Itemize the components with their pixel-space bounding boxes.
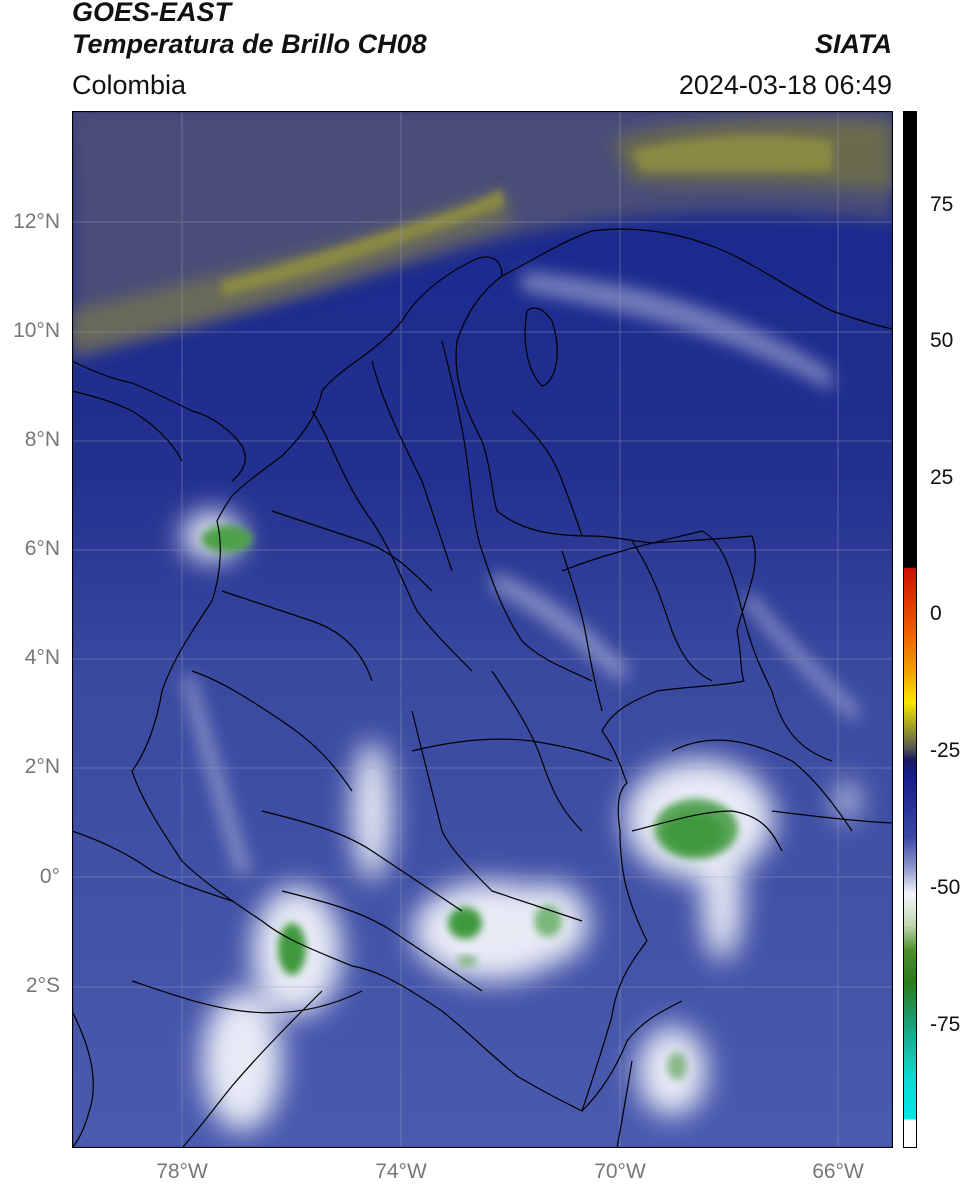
colorbar-tick-label: 50 (930, 329, 954, 352)
lat-tick-label: 10°N (13, 319, 60, 342)
map-frame (72, 111, 893, 1148)
lat-tick-label: 2°N (24, 755, 60, 778)
satellite-title: GOES-EAST (72, 0, 232, 27)
coastlines-borders (72, 228, 893, 1148)
colorbar-tick-label: -50 (930, 876, 961, 899)
colorbar (903, 111, 917, 1148)
lat-tick-label: 2°S (25, 974, 60, 997)
satellite-map (72, 111, 893, 1148)
lon-tick-label: 78°W (156, 1160, 208, 1183)
product-title: Temperatura de Brillo CH08 (72, 29, 427, 59)
colorbar-tick-label: 25 (930, 466, 954, 489)
cold-cloud-green (201, 525, 738, 1080)
lat-tick-label: 4°N (24, 646, 60, 669)
region-label: Colombia (72, 70, 187, 100)
lat-tick-label: 0° (39, 865, 60, 888)
lon-tick-label: 74°W (375, 1160, 427, 1183)
lat-tick-label: 12°N (13, 210, 60, 233)
datetime-label: 2024-03-18 06:49 (678, 70, 892, 100)
colorbar-tick-label: 0 (930, 602, 942, 625)
lat-tick-label: 8°N (24, 428, 60, 451)
colorbar-tick-label: -25 (930, 739, 961, 762)
colorbar-tick-label: -75 (930, 1013, 961, 1036)
source-label: SIATA (815, 29, 892, 59)
lon-tick-label: 70°W (594, 1160, 646, 1183)
cloud-streaks (182, 271, 862, 876)
colorbar-gradient (903, 111, 917, 1148)
colorbar-frame (903, 111, 917, 1148)
colorbar-tick-label: 75 (930, 193, 954, 216)
lon-tick-label: 66°W (812, 1160, 864, 1183)
lat-tick-label: 6°N (24, 537, 60, 560)
